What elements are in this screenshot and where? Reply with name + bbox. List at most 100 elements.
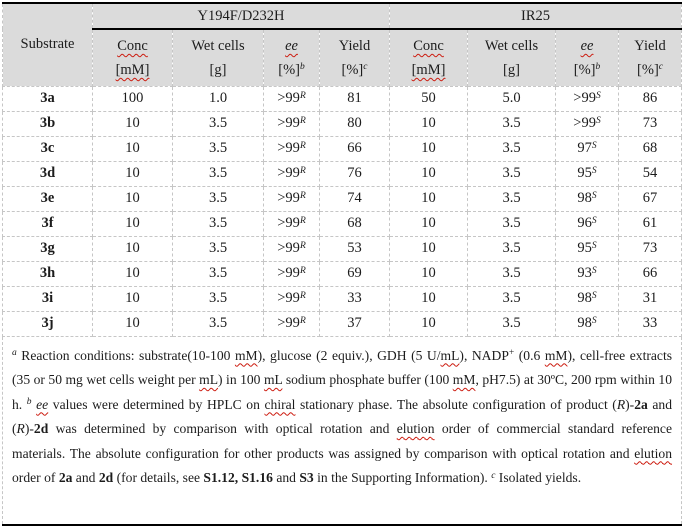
cell-value: 3.5 [172, 110, 264, 137]
footnote-text-segment: 2a [634, 396, 648, 412]
cell-value: 37 [318, 310, 391, 337]
footnote: a Reaction conditions: substrate(10-100 … [1, 335, 683, 525]
cell-value: 33 [618, 310, 683, 337]
cell-value: 10 [389, 260, 469, 287]
cell-value: 3.5 [467, 285, 557, 312]
cell-value: 53 [318, 235, 391, 262]
cell-value: 95S [555, 160, 620, 187]
cell-value: 3.5 [172, 185, 264, 212]
config-superscript: S [595, 90, 601, 101]
config-superscript: S [591, 315, 597, 326]
column-header-line2: [mM] [115, 61, 150, 78]
config-superscript: R [299, 265, 306, 276]
footnote-text-segment: order of [12, 470, 59, 485]
footnote-text-segment: Reaction conditions: substrate(10-100 [16, 347, 235, 363]
column-header-conc-ir25: Conc [mM] [389, 28, 469, 87]
config-superscript: S [591, 240, 597, 251]
footnote-text-segment: )- [24, 421, 34, 436]
cell-value: 66 [618, 260, 683, 287]
cell-value: >99R [263, 210, 320, 237]
cell-value: 98S [555, 285, 620, 312]
config-superscript: S [591, 165, 597, 176]
config-superscript: R [299, 290, 306, 301]
footnote-text-segment: order of commercial standard reference m… [12, 421, 673, 461]
table-row: 3e 10 3.5 >99R 74 10 3.5 98S 67 [2, 185, 683, 212]
cell-value: >99R [263, 135, 320, 162]
cell-value: 96S [555, 210, 620, 237]
config-superscript: R [299, 90, 306, 101]
column-header-line1: Wet cells [191, 37, 245, 54]
cell-value: 10 [389, 110, 469, 137]
cell-value: 3.5 [172, 260, 264, 287]
footnote-row: a Reaction conditions: substrate(10-100 … [1, 335, 683, 525]
cell-value: 33 [318, 285, 391, 312]
cell-substrate: 3g [2, 235, 93, 262]
footnote-text-segment: ), cell-free extracts (35 or 50 mg wet c… [12, 347, 673, 388]
cell-value: 3.5 [172, 135, 264, 162]
cell-value: >99S [555, 110, 620, 137]
footnote-text-segment: R [616, 396, 626, 412]
cell-value: 95S [555, 235, 620, 262]
table-row: 3c 10 3.5 >99R 66 10 3.5 97S 68 [2, 135, 683, 162]
column-header-line1: Conc [117, 37, 148, 54]
config-superscript: R [299, 315, 306, 326]
config-superscript: S [591, 215, 597, 226]
cell-substrate: 3d [2, 160, 93, 187]
footnote-marker: b [595, 62, 601, 73]
cell-value: 68 [318, 210, 391, 237]
table-row: 3i 10 3.5 >99R 33 10 3.5 98S 31 [2, 285, 683, 312]
footnote-text-segment: , pH7.5) at 30ºC, 200 rpm within 10 h. [12, 372, 673, 412]
column-header-conc-y194f: Conc [mM] [92, 28, 173, 87]
cell-value: 10 [92, 310, 173, 337]
column-header-line1: Wet cells [484, 37, 539, 54]
cell-value: 97S [555, 135, 620, 162]
footnote-marker: c [363, 62, 368, 73]
footnote-text-segment: (0.6 [514, 347, 545, 363]
column-header-yield-y194f: Yield [%]c [318, 28, 391, 87]
cell-value: 10 [92, 110, 173, 137]
cell-value: 10 [389, 135, 469, 162]
cell-value: 3.5 [467, 210, 557, 237]
cell-value: >99R [263, 160, 320, 187]
cell-value: >99R [263, 285, 320, 312]
config-superscript: S [591, 140, 597, 151]
cell-substrate: 3f [2, 210, 93, 237]
column-header-line2: [%] [573, 61, 596, 78]
cell-value: 10 [389, 160, 469, 187]
column-header-line2: [%] [278, 61, 300, 78]
footnote-text-segment: ), glucose (2 equiv.), GDH (5 U/ [257, 347, 441, 363]
footnote-text-segment: mL [263, 372, 283, 387]
footnote-marker: c [491, 470, 496, 481]
cell-value: 74 [318, 185, 391, 212]
footnote-text-segment: 2a [58, 470, 73, 485]
cell-value: 5.0 [467, 85, 557, 112]
cell-value: 10 [92, 135, 173, 162]
footnote-text-segment: S3 [299, 470, 314, 485]
footnote-text-segment: )- [625, 396, 635, 412]
cell-value: 86 [618, 85, 683, 112]
table-row: 3a 100 1.0 >99R 81 50 5.0 >99S 86 [2, 85, 683, 112]
cell-substrate: 3b [2, 110, 93, 137]
cell-value: 50 [389, 85, 469, 112]
table-row: 3j 10 3.5 >99R 37 10 3.5 98S 33 [2, 310, 683, 337]
config-superscript: S [591, 265, 597, 276]
cell-value: 66 [318, 135, 391, 162]
footnote-marker: b [26, 397, 32, 408]
cell-value: >99R [263, 310, 320, 337]
column-header-line1: Yield [338, 37, 371, 54]
column-header-wet-cells-ir25: Wet cells [g] [467, 28, 557, 87]
footnote-text-segment: mL [440, 347, 460, 363]
footnote-text-segment: R [16, 421, 25, 436]
cell-value: 10 [389, 185, 469, 212]
cell-value: 81 [318, 85, 391, 112]
cell-value: 3.5 [467, 160, 557, 187]
column-header-line2: [mM] [411, 61, 446, 78]
footnote-marker: + [508, 348, 515, 359]
footnote-text-segment: and [272, 470, 300, 485]
column-header-yield-ir25: Yield [%]c [618, 28, 683, 87]
footnote-text-segment: 2d [33, 421, 49, 436]
footnote-text-segment: ) in 100 [218, 372, 264, 387]
footnote-text-segment: mM [234, 347, 258, 363]
cell-value: 93S [555, 260, 620, 287]
cell-value: 68 [618, 135, 683, 162]
